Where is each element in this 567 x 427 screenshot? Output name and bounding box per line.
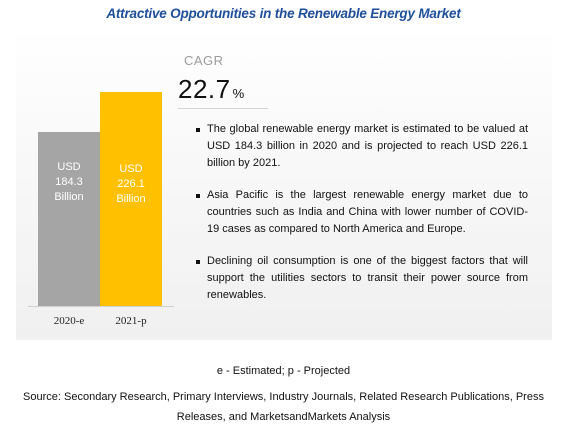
- bar-label-2021-currency: USD: [119, 163, 143, 175]
- highlights-list: The global renewable energy market is es…: [196, 121, 528, 319]
- cagr-number: 22.7: [178, 74, 231, 104]
- bar-label-2020-unit: Billion: [54, 191, 84, 203]
- cagr-divider: [178, 108, 268, 109]
- chart-baseline: [28, 306, 174, 307]
- highlight-item: Asia Pacific is the largest renewable en…: [196, 187, 528, 238]
- bar-label-2020-currency: USD: [57, 161, 81, 173]
- footnote: e - Estimated; p - Projected: [216, 365, 351, 377]
- highlight-item: The global renewable energy market is es…: [196, 121, 528, 172]
- bar-2021: [100, 92, 162, 306]
- cagr-unit: %: [232, 86, 245, 101]
- bar-label-2020: USD 184.3 Billion: [38, 160, 100, 205]
- page-title: Attractive Opportunities in the Renewabl…: [106, 6, 461, 21]
- bar-label-2021: USD 226.1 Billion: [100, 162, 162, 207]
- bar-label-2020-value: 184.3: [55, 176, 83, 188]
- bar-2020: [38, 132, 100, 306]
- bar-label-2021-value: 226.1: [117, 178, 145, 190]
- source-note: Source: Secondary Research, Primary Inte…: [23, 391, 544, 423]
- infographic-panel: USD 184.3 Billion USD 226.1 Billion 2020…: [16, 28, 552, 340]
- x-tick-2021: 2021-p: [115, 315, 147, 327]
- cagr-label: CAGR: [184, 53, 224, 68]
- highlight-item: Declining oil consumption is one of the …: [196, 253, 528, 304]
- bar-label-2021-unit: Billion: [116, 193, 146, 205]
- cagr-value: 22.7%: [178, 74, 245, 105]
- x-tick-2020: 2020-e: [53, 315, 85, 327]
- bar-chart: USD 184.3 Billion USD 226.1 Billion 2020…: [16, 28, 174, 340]
